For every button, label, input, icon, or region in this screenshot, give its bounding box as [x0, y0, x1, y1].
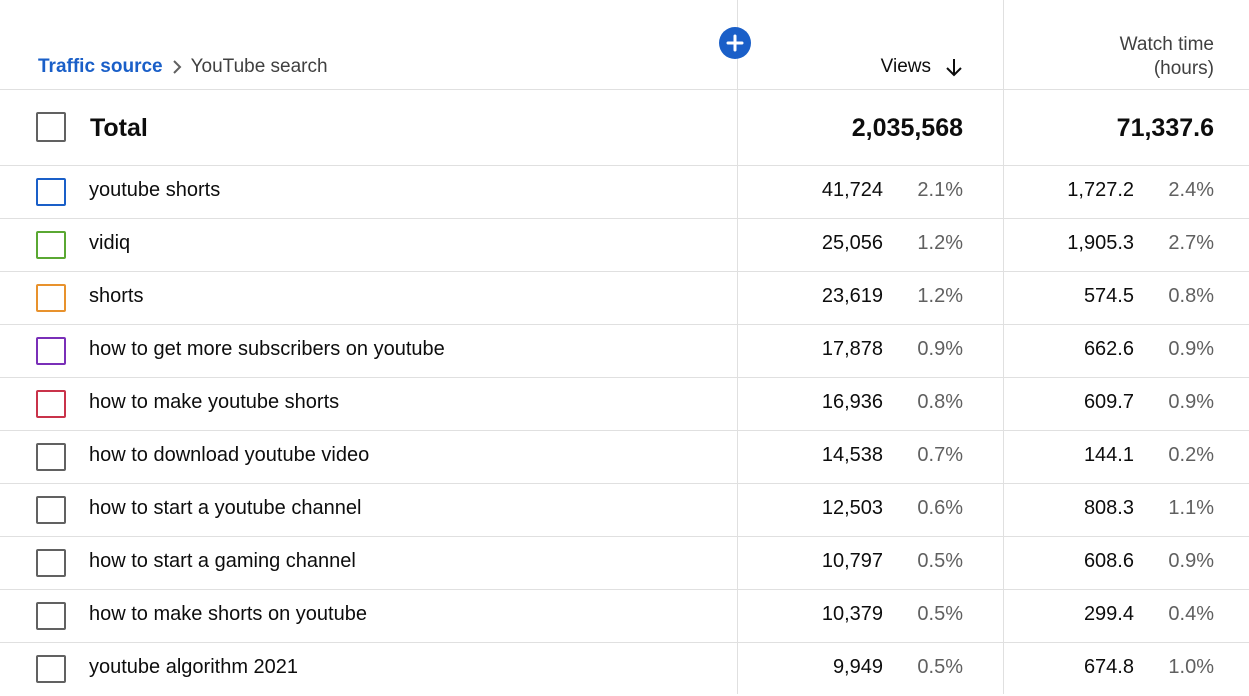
views-percent: 0.8%	[917, 391, 963, 413]
arrow-down-icon	[945, 57, 963, 77]
views-value: 10,797	[821, 550, 883, 572]
row-checkbox[interactable]	[36, 284, 66, 312]
table-row: vidiq 25,056 1.2% 1,905.3 2.7%	[0, 219, 1249, 272]
total-label: Total	[90, 114, 148, 142]
watch-time-column-header[interactable]: Watch time (hours)	[1120, 33, 1214, 81]
watch-time-value: 674.8	[1083, 656, 1134, 678]
breadcrumb-current: YouTube search	[190, 56, 328, 77]
plus-circle-icon	[726, 34, 744, 52]
table-row: how to get more subscribers on youtube 17…	[0, 325, 1249, 378]
views-header-label: Views	[880, 56, 931, 77]
watch-time-percent: 2.4%	[1168, 179, 1214, 201]
views-value: 16,936	[821, 391, 883, 413]
views-value: 9,949	[832, 656, 883, 678]
table-row: how to start a gaming channel 10,797 0.5% 6…	[0, 537, 1249, 590]
watch-time-value: 1,727.2	[1067, 179, 1134, 201]
search-term: vidiq	[89, 232, 131, 254]
table-row: how to start a youtube channel 12,503 0.6%…	[0, 484, 1249, 537]
row-checkbox[interactable]	[36, 443, 66, 471]
row-checkbox[interactable]	[36, 390, 66, 418]
watch-time-value: 808.3	[1083, 497, 1134, 519]
watch-time-value: 609.7	[1083, 391, 1134, 413]
search-term: youtube algorithm 2021	[89, 656, 299, 678]
search-term: how to get more subscribers on youtube	[89, 338, 445, 360]
views-percent: 0.5%	[917, 603, 963, 625]
views-percent: 0.9%	[917, 338, 963, 360]
views-percent: 1.2%	[917, 285, 963, 307]
row-checkbox[interactable]	[36, 231, 66, 259]
watch-time-value: 1,905.3	[1067, 232, 1134, 254]
views-percent: 0.5%	[917, 550, 963, 572]
views-value: 14,538	[821, 444, 883, 466]
total-views: 2,035,568	[851, 114, 963, 142]
row-checkbox[interactable]	[36, 496, 66, 524]
watch-time-value: 299.4	[1083, 603, 1134, 625]
search-term: how to start a youtube channel	[89, 497, 362, 519]
views-percent: 0.6%	[917, 497, 963, 519]
row-checkbox[interactable]	[36, 337, 66, 365]
search-term: how to make youtube shorts	[89, 391, 340, 413]
watch-time-header-line2: (hours)	[1153, 58, 1214, 79]
table-row: how to make shorts on youtube 10,379 0.5% 2…	[0, 590, 1249, 643]
table-row: how to make youtube shorts 16,936 0.8% 609.…	[0, 378, 1249, 431]
views-percent: 2.1%	[917, 179, 963, 201]
views-value: 23,619	[821, 285, 883, 307]
total-checkbox[interactable]	[36, 112, 66, 142]
search-term: how to start a gaming channel	[89, 550, 356, 572]
table-header: Traffic source YouTube search Views Watc…	[0, 0, 1249, 90]
watch-time-value: 662.6	[1083, 338, 1134, 360]
total-row: Total 2,035,568 71,337.6	[0, 90, 1249, 166]
chevron-right-icon	[172, 60, 182, 74]
row-checkbox[interactable]	[36, 602, 66, 630]
watch-time-value: 608.6	[1083, 550, 1134, 572]
views-value: 17,878	[821, 338, 883, 360]
views-value: 12,503	[821, 497, 883, 519]
watch-time-header-line1: Watch time	[1119, 34, 1214, 55]
views-percent: 1.2%	[917, 232, 963, 254]
table-row: how to download youtube video 14,538 0.7% 1…	[0, 431, 1249, 484]
watch-time-value: 144.1	[1083, 444, 1134, 466]
views-column-header[interactable]: Views	[881, 56, 963, 78]
watch-time-percent: 0.4%	[1168, 603, 1214, 625]
row-checkbox[interactable]	[36, 549, 66, 577]
search-term: how to make shorts on youtube	[89, 603, 367, 625]
watch-time-value: 574.5	[1083, 285, 1134, 307]
watch-time-percent: 2.7%	[1168, 232, 1214, 254]
total-watch-time: 71,337.6	[1116, 114, 1214, 142]
watch-time-percent: 1.1%	[1168, 497, 1214, 519]
search-term: shorts	[89, 285, 144, 307]
watch-time-percent: 0.2%	[1168, 444, 1214, 466]
watch-time-percent: 0.8%	[1168, 285, 1214, 307]
search-term: how to download youtube video	[89, 444, 370, 466]
watch-time-percent: 0.9%	[1168, 338, 1214, 360]
breadcrumb-traffic-source-link[interactable]: Traffic source	[38, 56, 163, 77]
row-checkbox[interactable]	[36, 178, 66, 206]
column-divider	[1003, 0, 1004, 694]
add-metric-button[interactable]	[719, 27, 751, 59]
views-value: 25,056	[821, 232, 883, 254]
row-checkbox[interactable]	[36, 655, 66, 683]
table-row: youtube algorithm 2021 9,949 0.5% 674.8 1.0%	[0, 643, 1249, 696]
views-value: 41,724	[821, 179, 883, 201]
views-percent: 0.5%	[917, 656, 963, 678]
breadcrumb: Traffic source YouTube search	[38, 56, 328, 78]
table-row: youtube shorts 41,724 2.1% 1,727.2 2.4%	[0, 166, 1249, 219]
watch-time-percent: 0.9%	[1168, 550, 1214, 572]
watch-time-percent: 0.9%	[1168, 391, 1214, 413]
table-row: shorts 23,619 1.2% 574.5 0.8%	[0, 272, 1249, 325]
views-percent: 0.7%	[917, 444, 963, 466]
column-divider	[737, 0, 738, 694]
search-term: youtube shorts	[89, 179, 221, 201]
views-value: 10,379	[821, 603, 883, 625]
watch-time-percent: 1.0%	[1168, 656, 1214, 678]
